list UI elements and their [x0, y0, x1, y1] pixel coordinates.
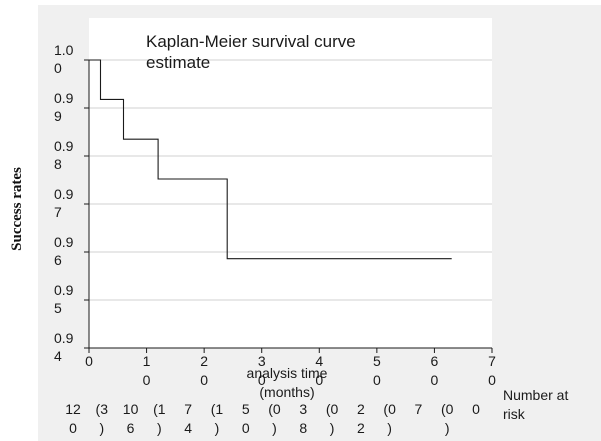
x-tick-label: 0: [143, 372, 151, 388]
y-tick-label: 0.9: [54, 282, 74, 298]
x-tick-label: 0: [258, 372, 266, 388]
chart-title: estimate: [146, 53, 210, 72]
censored-count: ): [272, 420, 277, 436]
x-axis-label: analysis time: [247, 365, 328, 381]
y-tick-label: 5: [54, 300, 62, 316]
x-tick-label: 0: [85, 353, 93, 369]
y-tick-label: 1.0: [54, 42, 74, 58]
at-risk-count: 10: [123, 401, 139, 417]
at-risk-count: 12: [65, 401, 81, 417]
censored-count: ): [330, 420, 335, 436]
y-tick-label: 0.9: [54, 90, 74, 106]
y-tick-label: 0: [54, 60, 62, 76]
x-tick-label: 0: [200, 372, 208, 388]
y-tick-label: 0.9: [54, 138, 74, 154]
at-risk-count: 4: [184, 420, 192, 436]
x-tick-label: 2: [200, 353, 208, 369]
y-tick-label: 0.9: [54, 186, 74, 202]
censored-count: ): [215, 420, 220, 436]
censored-count: (1: [153, 401, 166, 417]
censored-count: ): [157, 420, 162, 436]
censored-count: ): [99, 420, 104, 436]
censored-count: (0: [268, 401, 281, 417]
at-risk-count: 3: [299, 401, 307, 417]
y-tick-label: 4: [54, 348, 62, 364]
y-tick-label: 0.9: [54, 330, 74, 346]
x-tick-label: 3: [258, 353, 266, 369]
y-axis-label: Success rates: [9, 167, 25, 251]
plot-area: [89, 18, 492, 348]
y-tick-label: 6: [54, 252, 62, 268]
x-tick-label: 4: [315, 353, 323, 369]
chart-title: Kaplan-Meier survival curve: [146, 32, 356, 51]
survival-step-line: [89, 59, 452, 260]
x-tick-label: 0: [315, 372, 323, 388]
at-risk-count: 2: [357, 420, 365, 436]
censored-count: (0: [441, 401, 454, 417]
censored-count: (0: [326, 401, 339, 417]
at-risk-count: 0: [472, 401, 480, 417]
x-tick-label: 6: [431, 353, 439, 369]
x-tick-label: 0: [488, 372, 496, 388]
x-tick-label: 0: [431, 372, 439, 388]
at-risk-count: 6: [127, 420, 135, 436]
x-tick-label: 0: [373, 372, 381, 388]
at-risk-count: 7: [415, 401, 423, 417]
censored-count: (0: [383, 401, 396, 417]
at-risk-count: 0: [69, 420, 77, 436]
y-tick-label: 0.9: [54, 234, 74, 250]
at-risk-count: 7: [184, 401, 192, 417]
x-tick-label: 7: [488, 353, 496, 369]
at-risk-count: 2: [357, 401, 365, 417]
censored-count: ): [445, 420, 450, 436]
censored-count: (3: [96, 401, 109, 417]
y-tick-label: 8: [54, 156, 62, 172]
censored-count: (1: [211, 401, 224, 417]
censored-count: ): [387, 420, 392, 436]
x-axis-label: (months): [259, 384, 314, 400]
at-risk-count: 5: [242, 401, 250, 417]
y-tick-label: 9: [54, 108, 62, 124]
at-risk-count: 0: [242, 420, 250, 436]
at-risk-count: 8: [299, 420, 307, 436]
x-tick-label: 5: [373, 353, 381, 369]
number-at-risk-label: Number at: [503, 387, 568, 403]
x-tick-label: 1: [143, 353, 151, 369]
number-at-risk-label: risk: [503, 406, 526, 422]
y-tick-label: 7: [54, 204, 62, 220]
